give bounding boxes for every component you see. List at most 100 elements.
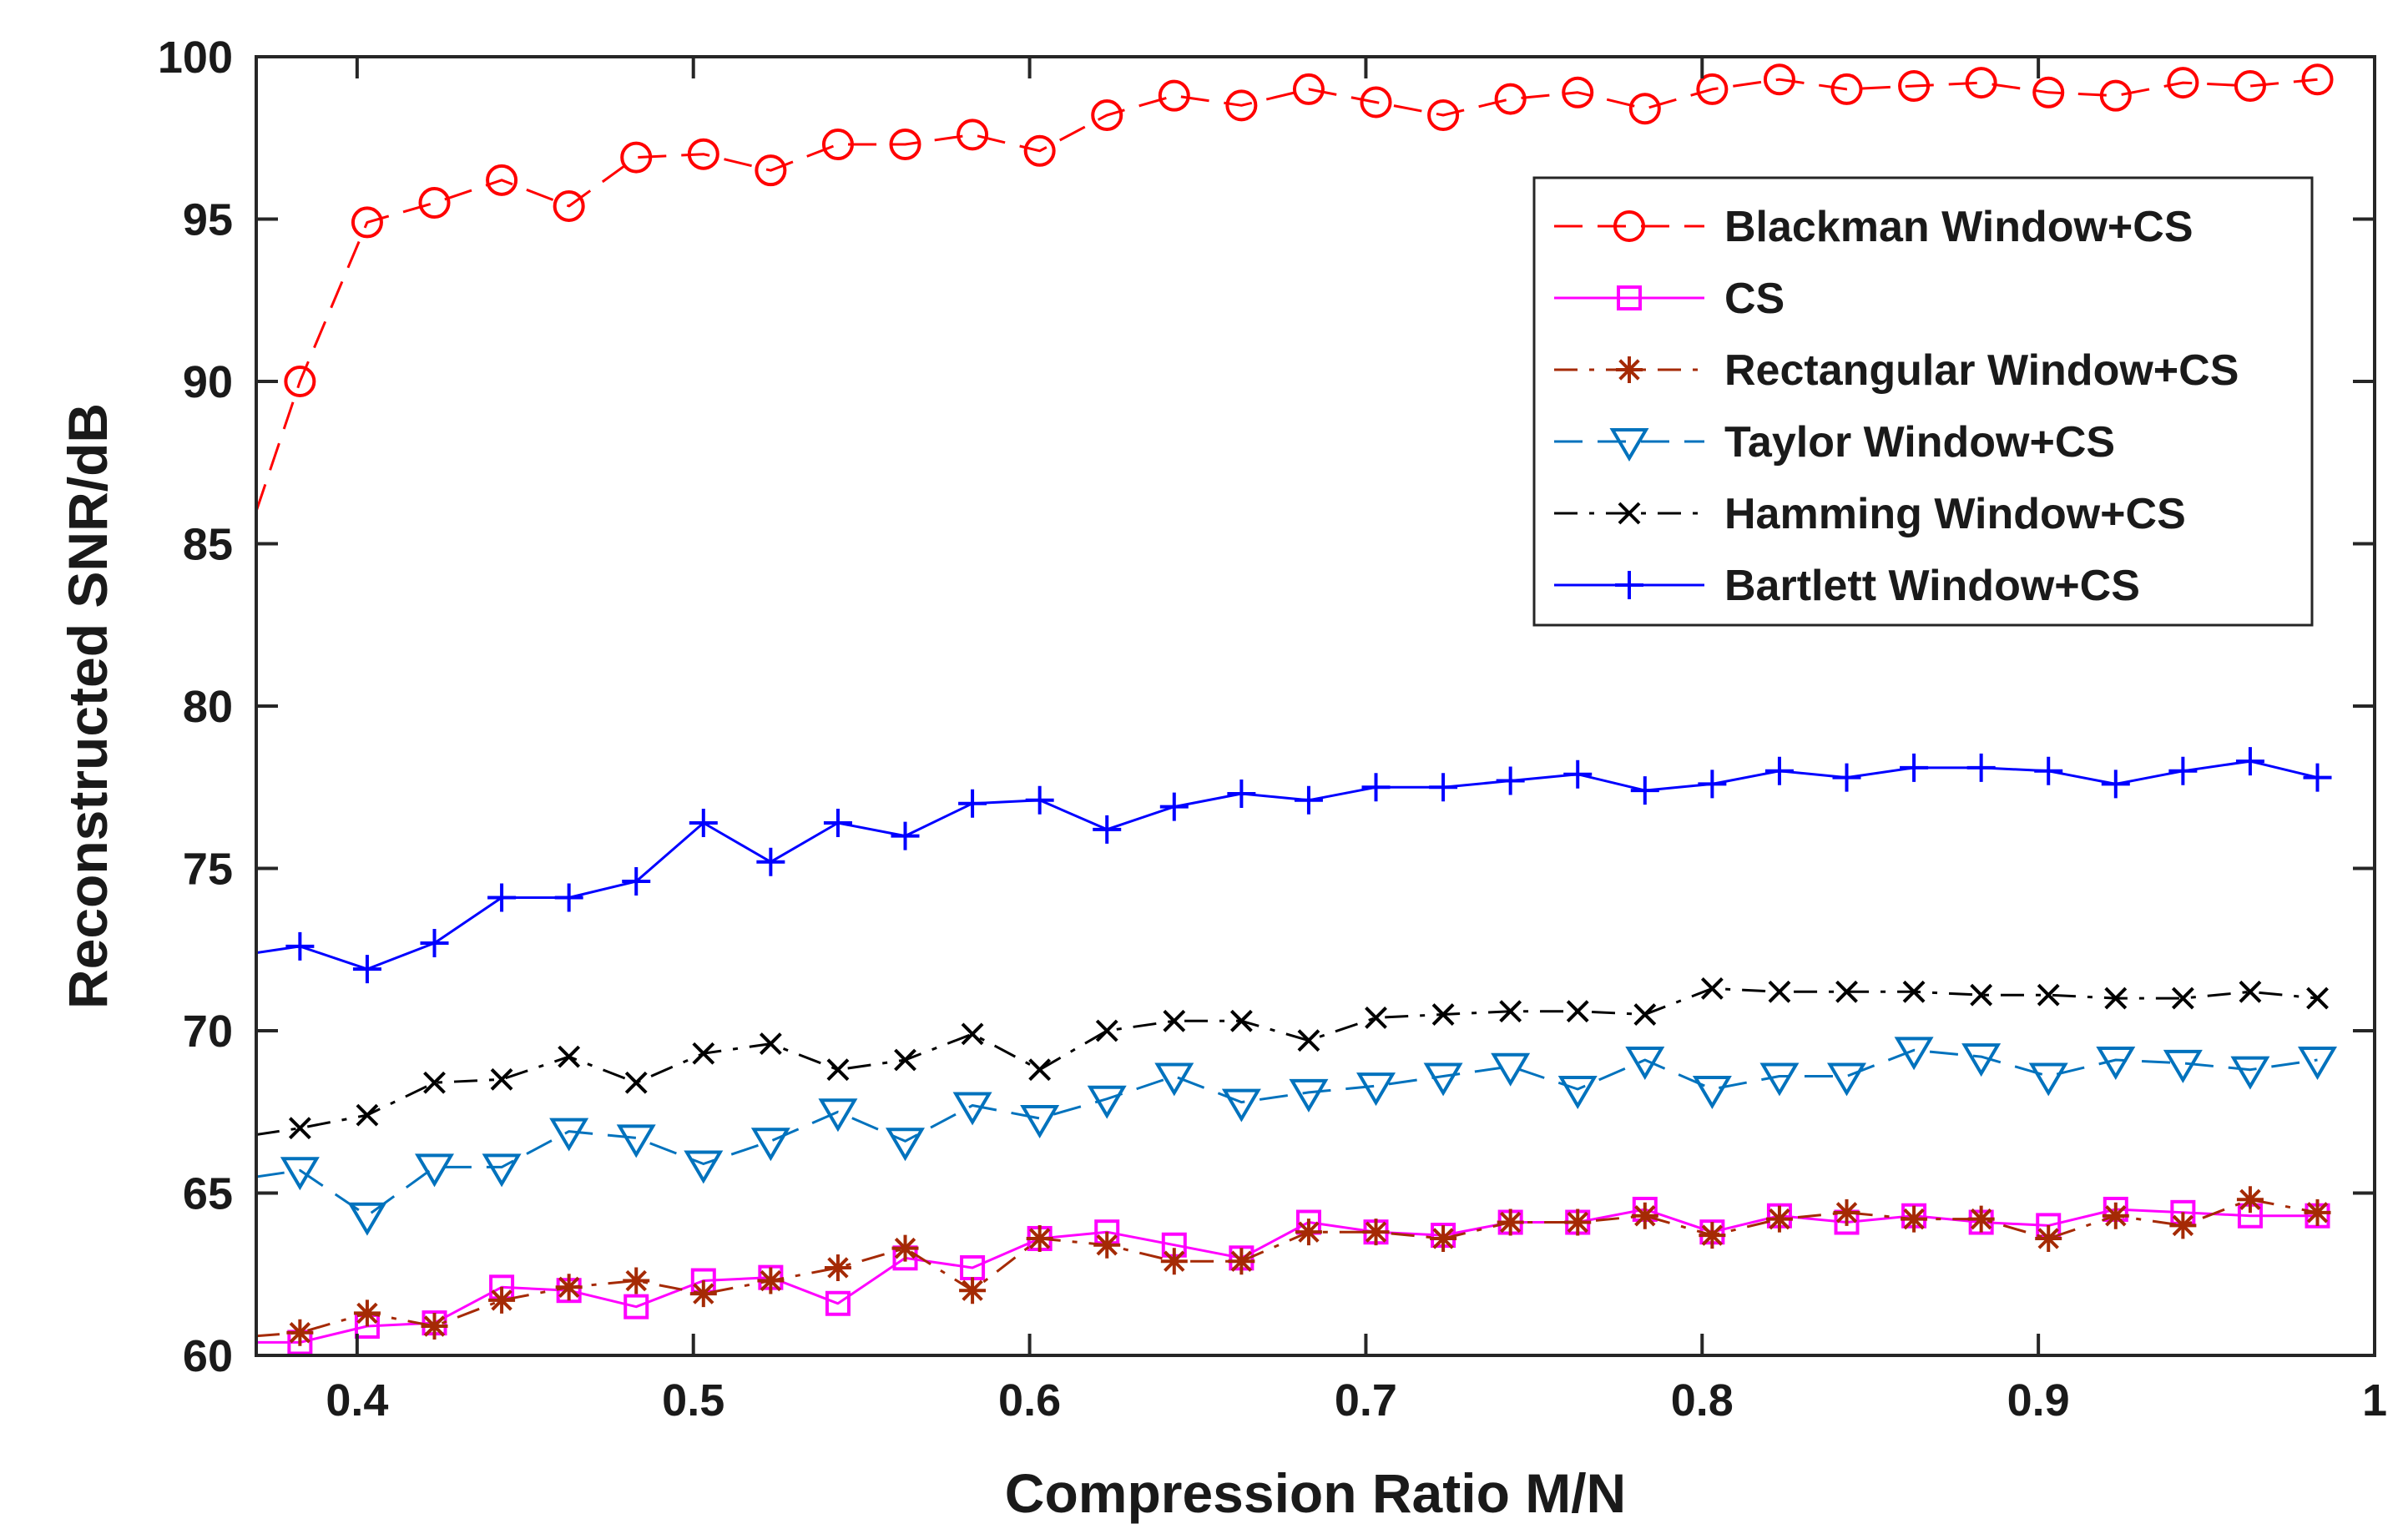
data-point-blackman-window-cs <box>957 119 989 151</box>
data-point-blackman-window-cs <box>2167 67 2199 99</box>
data-point-hamming-window-cs <box>1768 980 1791 1003</box>
data-point-rectangular-window-cs <box>2304 1198 2331 1226</box>
data-point-taylor-window-cs <box>2096 1047 2136 1080</box>
data-point-taylor-window-cs <box>1961 1043 2002 1077</box>
data-point-hamming-window-cs <box>1431 1003 1455 1026</box>
data-point-blackman-window-cs <box>2234 70 2266 103</box>
legend-label: Bartlett Window+CS <box>1724 562 2140 610</box>
data-point-blackman-window-cs <box>1763 63 1795 96</box>
data-point-hamming-window-cs <box>2239 980 2262 1003</box>
data-point-taylor-window-cs <box>818 1098 858 1133</box>
series-layer <box>256 63 2338 1355</box>
data-point-taylor-window-cs <box>1557 1076 1598 1109</box>
data-point-hamming-window-cs <box>1902 980 1926 1003</box>
data-point-taylor-window-cs <box>1289 1078 1329 1113</box>
data-point-taylor-window-cs <box>2028 1062 2068 1097</box>
data-point-blackman-window-cs <box>1292 73 1325 105</box>
data-point-blackman-window-cs <box>687 138 719 170</box>
data-point-hamming-window-cs <box>2306 987 2329 1010</box>
legend-marker-hamming-window-cs <box>1618 502 1641 525</box>
data-point-bartlett-window-cs <box>1698 770 1727 799</box>
data-point-taylor-window-cs <box>1625 1047 1665 1080</box>
legend-item-hamming-window-cs: Hamming Window+CS <box>1554 490 2186 538</box>
data-point-rectangular-window-cs <box>1699 1222 1726 1249</box>
data-point-bartlett-window-cs <box>1025 785 1054 815</box>
data-point-taylor-window-cs <box>684 1150 724 1184</box>
data-point-bartlett-window-cs <box>1496 766 1525 795</box>
data-point-rectangular-window-cs <box>1160 1248 1188 1275</box>
data-point-rectangular-window-cs <box>1564 1209 1592 1236</box>
data-point-rectangular-window-cs <box>1430 1224 1457 1252</box>
data-point-taylor-window-cs <box>616 1124 656 1158</box>
data-point-blackman-window-cs <box>2032 76 2065 108</box>
data-point-bartlett-window-cs <box>487 883 517 912</box>
data-point-bartlett-window-cs <box>1563 759 1593 789</box>
data-point-hamming-window-cs <box>2104 987 2128 1010</box>
y-tick-label: 100 <box>158 33 233 83</box>
x-tick-label: 0.7 <box>1335 1375 1397 1426</box>
data-point-taylor-window-cs <box>952 1092 992 1126</box>
data-point-hamming-window-cs <box>2037 983 2060 1007</box>
y-tick-label: 85 <box>183 520 233 570</box>
legend-item-blackman-window-cs: Blackman Window+CS <box>1554 203 2193 251</box>
data-point-rectangular-window-cs <box>1026 1224 1053 1252</box>
data-point-hamming-window-cs <box>1095 1019 1118 1042</box>
data-point-hamming-window-cs <box>1700 977 1724 1000</box>
data-point-hamming-window-cs <box>356 1103 379 1127</box>
data-point-bartlett-window-cs <box>1832 763 1861 792</box>
data-point-hamming-window-cs <box>961 1022 984 1046</box>
data-point-hamming-window-cs <box>2171 987 2194 1010</box>
data-point-blackman-window-cs <box>486 164 518 196</box>
data-point-bartlett-window-cs <box>2303 763 2332 792</box>
series-taylor-window-cs <box>256 1037 2338 1236</box>
data-point-hamming-window-cs <box>692 1042 715 1065</box>
x-tick-label: 0.8 <box>1671 1375 1734 1426</box>
data-point-taylor-window-cs <box>280 1157 320 1191</box>
data-point-rectangular-window-cs <box>623 1267 650 1294</box>
data-point-taylor-window-cs <box>1692 1076 1732 1109</box>
x-tick-label: 0.4 <box>326 1375 388 1426</box>
data-point-bartlett-window-cs <box>689 809 718 838</box>
data-point-taylor-window-cs <box>1827 1062 1867 1097</box>
data-point-bartlett-window-cs <box>1361 773 1391 802</box>
data-point-rectangular-window-cs <box>824 1254 851 1281</box>
data-point-rectangular-window-cs <box>1228 1248 1255 1275</box>
data-point-rectangular-window-cs <box>2169 1212 2197 1239</box>
data-point-taylor-window-cs <box>347 1202 387 1236</box>
data-point-cs <box>623 1294 649 1320</box>
series-bartlett-window-cs <box>256 747 2332 984</box>
data-point-taylor-window-cs <box>1154 1062 1194 1097</box>
data-point-blackman-window-cs <box>2301 63 2334 96</box>
legend: Blackman Window+CS CS Rectangular Window+C… <box>1532 176 2314 627</box>
y-tick-label: 75 <box>183 845 233 895</box>
data-point-rectangular-window-cs <box>891 1234 919 1262</box>
data-point-bartlett-window-cs <box>420 928 449 957</box>
legend-item-bartlett-window-cs: Bartlett Window+CS <box>1554 562 2140 610</box>
x-axis-title: Compression Ratio M/N <box>1005 1462 1626 1524</box>
data-point-blackman-window-cs <box>553 189 585 222</box>
data-point-bartlett-window-cs <box>823 809 852 838</box>
data-point-hamming-window-cs <box>1297 1029 1320 1052</box>
data-point-hamming-window-cs <box>490 1067 513 1091</box>
y-tick-label: 90 <box>183 357 233 407</box>
y-tick-label: 70 <box>183 1007 233 1057</box>
data-point-taylor-window-cs <box>886 1128 926 1162</box>
data-point-hamming-window-cs <box>1835 980 1858 1003</box>
data-point-rectangular-window-cs <box>1093 1231 1121 1259</box>
data-point-bartlett-window-cs <box>958 789 987 818</box>
data-point-rectangular-window-cs <box>1901 1205 1928 1233</box>
data-point-blackman-window-cs <box>821 129 854 161</box>
data-point-bartlett-window-cs <box>2168 756 2198 785</box>
data-point-blackman-window-cs <box>889 129 921 161</box>
data-point-blackman-window-cs <box>1427 99 1460 132</box>
legend-label: Hamming Window+CS <box>1724 490 2186 538</box>
data-point-rectangular-window-cs <box>353 1299 381 1327</box>
data-point-rectangular-window-cs <box>1295 1219 1322 1246</box>
axes-layer: 0.4 0.5 0.6 0.7 0.8 0.9 1 60 65 70 75 80 85 90 95 100 <box>158 33 2387 1426</box>
x-tick-label: 0.6 <box>998 1375 1061 1426</box>
legend-marker-blackman-window-cs <box>1613 210 1645 242</box>
legend-label: Rectangular Window+CS <box>1724 346 2239 395</box>
data-point-taylor-window-cs <box>2230 1056 2270 1090</box>
y-axis-title: Reconstructed SNR/dB <box>57 403 119 1009</box>
